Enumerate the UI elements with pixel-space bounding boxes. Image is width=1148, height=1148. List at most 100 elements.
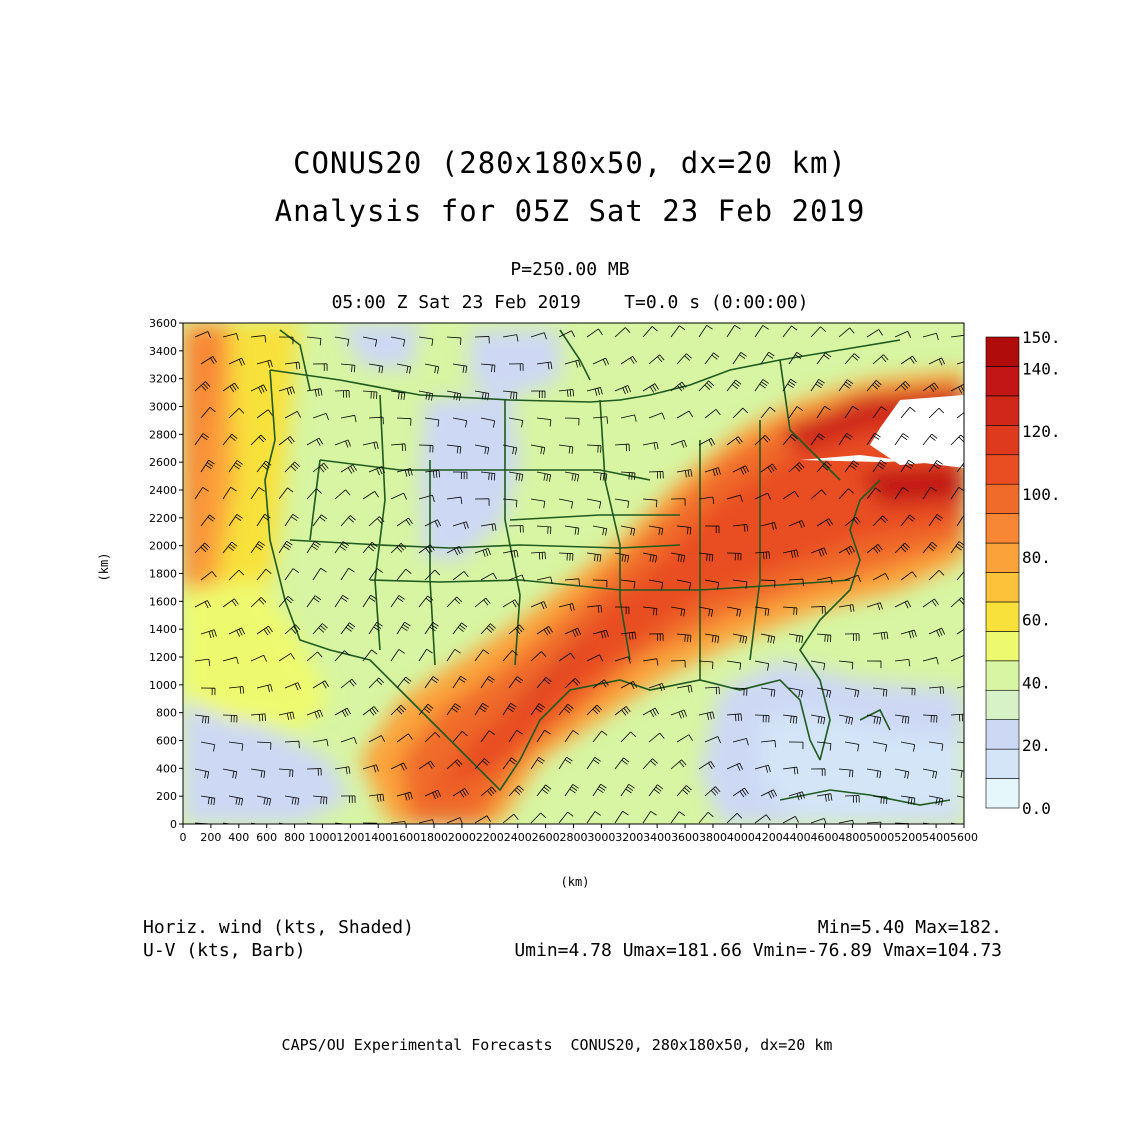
wind-barb — [312, 514, 328, 527]
wind-barb — [676, 525, 692, 535]
wind-barb — [334, 541, 350, 554]
wind-barb — [676, 684, 693, 693]
wind-barb — [816, 633, 832, 643]
wind-barb — [586, 328, 603, 338]
wind-barb — [620, 525, 636, 536]
wind-barb — [592, 579, 608, 588]
wind-barb — [614, 327, 631, 338]
colorbar-label: 40. — [1022, 673, 1051, 692]
colorbar-swatch — [985, 719, 1020, 750]
y-tick-label: 3600 — [149, 317, 177, 330]
wind-barb — [250, 597, 267, 608]
wind-barb — [810, 378, 825, 392]
wind-barb — [928, 514, 943, 527]
wind-barb — [788, 741, 804, 750]
wind-barb — [928, 627, 946, 637]
wind-barb — [334, 439, 351, 448]
wind-barb — [418, 703, 434, 716]
wind-barb — [726, 660, 742, 671]
wind-barb — [592, 783, 607, 797]
wind-barb — [844, 795, 860, 803]
wind-barb — [200, 356, 217, 365]
colorbar-swatch — [985, 542, 1020, 573]
wind-barb — [250, 654, 268, 662]
wind-barb — [816, 576, 833, 585]
wind-barb — [250, 768, 266, 779]
wind-barb — [424, 732, 441, 743]
wind-barb — [390, 336, 406, 347]
wind-barb — [312, 680, 329, 689]
wind-barb — [396, 363, 412, 374]
wind-barb — [816, 687, 832, 698]
wind-barb — [620, 414, 637, 422]
wind-barb — [928, 686, 944, 694]
wind-barb — [306, 709, 323, 719]
colorbar-swatch — [985, 601, 1020, 632]
wind-barb — [894, 658, 911, 667]
wind-barb — [558, 388, 575, 398]
wind-barb — [284, 461, 301, 473]
wind-barb — [256, 625, 273, 636]
colorbar-label: 20. — [1022, 736, 1051, 755]
wind-barb — [726, 379, 742, 392]
wind-barb — [222, 714, 238, 723]
wind-barb — [396, 676, 412, 689]
wind-barb — [760, 351, 775, 365]
wind-barb — [614, 810, 629, 824]
wind-barb — [508, 624, 525, 635]
wind-barb — [760, 406, 776, 419]
wind-barb — [956, 462, 964, 473]
wind-barb — [250, 541, 265, 554]
wind-barb — [424, 519, 442, 528]
wind-barb — [446, 759, 463, 770]
wind-barb — [670, 498, 686, 506]
y-tick-label: 1600 — [149, 595, 177, 608]
wind-barb — [642, 658, 659, 666]
wind-barb — [732, 633, 748, 644]
wind-barb — [502, 334, 519, 342]
wind-barb — [900, 687, 916, 696]
x-tick-label: 2800 — [560, 831, 588, 844]
colorbar-label: 100. — [1022, 485, 1061, 504]
wind-barb — [530, 651, 547, 662]
wind-barb — [956, 628, 964, 635]
wind-barb — [844, 516, 861, 527]
wind-barb — [698, 606, 714, 617]
x-tick-label: 3000 — [587, 831, 615, 844]
wind-barb — [312, 795, 328, 805]
wind-barb — [900, 406, 916, 419]
wind-barb — [480, 730, 496, 743]
x-tick-label: 3400 — [643, 831, 671, 844]
wind-barb — [558, 603, 575, 612]
wind-barb — [614, 606, 630, 615]
legend-barb-field: U-V (kts, Barb) — [143, 940, 306, 961]
wind-barb — [362, 390, 378, 399]
wind-barb — [284, 568, 300, 581]
wind-barb — [586, 757, 601, 770]
wind-barb — [844, 405, 859, 419]
wind-barb — [732, 523, 749, 532]
min-max-stats: Min=5.40 Max=182. — [817, 917, 1002, 938]
wind-barb — [418, 390, 434, 401]
wind-barb — [620, 681, 638, 690]
wind-barb — [368, 793, 385, 802]
wind-barb — [284, 624, 301, 635]
wind-barb — [950, 334, 964, 338]
wind-barb — [726, 813, 743, 824]
wind-barb — [648, 682, 665, 691]
y-tick-label: 800 — [156, 707, 177, 720]
x-tick-label: 2200 — [476, 831, 504, 844]
wind-barb — [950, 822, 959, 824]
wind-barb — [922, 382, 939, 393]
wind-barb — [760, 740, 777, 748]
colorbar-swatch — [985, 336, 1020, 367]
wind-barb — [536, 676, 552, 689]
wind-barb — [564, 578, 580, 586]
wind-barb — [564, 417, 580, 426]
colorbar-label: 80. — [1022, 548, 1051, 567]
wind-barb — [228, 514, 243, 527]
x-tick-label: 4800 — [838, 831, 866, 844]
wind-barb — [866, 329, 883, 338]
wind-barb — [614, 552, 630, 563]
wind-barb — [362, 594, 377, 608]
